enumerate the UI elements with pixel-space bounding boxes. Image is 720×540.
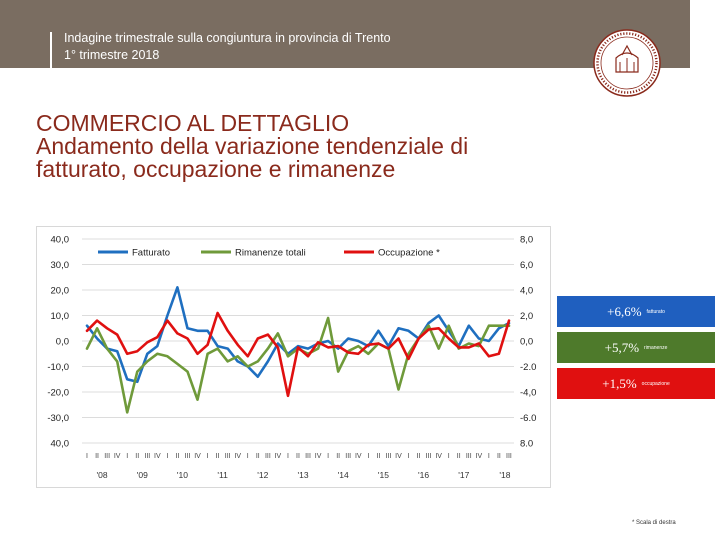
quarter-label: III [225,453,231,460]
legend-label: Rimanenze totali [235,248,306,259]
quarter-label: II [95,453,99,460]
title-line-2: Andamento della variazione tendenziale d… [36,133,469,159]
quarter-label: I [367,453,369,460]
right-tick-label: -4,0 [520,388,536,399]
year-label: '08 [97,470,108,480]
chart-frame [36,226,551,488]
quarter-label: III [305,453,311,460]
footnote: * Scala di destra [632,520,676,526]
quarter-label: I [287,453,289,460]
header-divider [50,32,52,68]
header-band [0,0,690,68]
right-tick-label: -2.0 [520,362,536,373]
quarter-label: I [408,453,410,460]
right-tick-label: 0,0 [520,337,533,348]
year-label: '16 [418,470,429,480]
quarter-label: I [86,453,88,460]
quarter-label: IV [234,453,241,460]
quarter-label: I [448,453,450,460]
badge-rimanenze-value: +5,7% [604,339,640,355]
quarter-label: III [104,453,110,460]
right-tick-label: 2,0 [520,311,533,322]
badge-fatturato-value: +6,6% [607,303,642,319]
right-tick-label: 8,0 [520,235,533,246]
left-tick-label: 10,0 [51,311,70,322]
left-tick-label: 30,0 [51,260,70,271]
badge-occupazione: +1,5% occupazione [557,368,715,399]
quarter-label: IV [154,453,161,460]
quarter-label: II [216,453,220,460]
badge-rimanenze: +5,7% rimanenze [557,332,715,363]
left-tick-label: 20,0 [51,286,70,297]
seal-logo [593,29,661,97]
left-tick-label: -10,0 [47,362,69,373]
year-label: '11 [217,470,228,480]
left-tick-label: -30,0 [47,413,69,424]
quarter-label: IV [435,453,442,460]
badge-fatturato-label: fatturato [646,308,665,315]
right-tick-label: -6.0 [520,413,536,424]
left-tick-label: -20,0 [47,388,69,399]
quarter-label: II [336,453,340,460]
left-tick-label: 40,0 [51,439,70,450]
quarter-label: II [135,453,139,460]
quarter-label: II [256,453,260,460]
year-label: '18 [499,470,510,480]
legend-label: Occupazione * [378,248,440,259]
legend-label: Fatturato [132,248,170,259]
quarter-label: II [296,453,300,460]
quarter-label: IV [275,453,282,460]
right-tick-label: 6,0 [520,260,533,271]
right-tick-label: 8.0 [520,439,533,450]
year-label: '15 [378,470,389,480]
year-label: '09 [137,470,148,480]
quarter-label: IV [476,453,483,460]
badge-occupazione-label: occupazione [641,380,670,387]
badge-rimanenze-label: rimanenze [644,344,668,351]
quarter-label: II [417,453,421,460]
left-tick-label: 40,0 [51,235,70,246]
quarter-label: II [457,453,461,460]
right-tick-label: 4,0 [520,286,533,297]
occupazione-line [85,311,511,398]
year-label: '14 [338,470,349,480]
quarter-label: III [506,453,512,460]
quarter-label: I [126,453,128,460]
year-label: '13 [297,470,308,480]
quarter-label: IV [114,453,121,460]
year-label: '12 [257,470,268,480]
title-line-1: COMMERCIO AL DETTAGLIO [36,110,350,136]
badge-fatturato: +6,6% fatturato [557,296,715,327]
quarter-label: II [175,453,179,460]
trend-chart: 40,0 8,0 30,0 6,0 20,0 4,0 10,0 2,0 0,0 0,0 -10,0 -… [36,226,551,488]
quarter-label: I [247,453,249,460]
quarter-label: I [327,453,329,460]
title-line-3: fatturato, occupazione e rimanenze [36,156,396,182]
fatturato-line [85,286,511,384]
year-label: '17 [458,470,469,480]
quarter-label: II [376,453,380,460]
quarter-label: IV [315,453,322,460]
left-tick-label: 0,0 [56,337,69,348]
quarter-label: IV [355,453,362,460]
quarter-label: II [497,453,501,460]
badge-occupazione-value: +1,5% [602,375,637,391]
page-title: COMMERCIO AL DETTAGLIO Andamento della v… [36,112,636,181]
quarter-label: III [385,453,391,460]
quarter-label: IV [194,453,201,460]
quarter-label: III [265,453,271,460]
quarter-label: III [466,453,472,460]
quarter-label: III [345,453,351,460]
quarter-label: IV [395,453,402,460]
quarter-label: III [426,453,432,460]
quarter-label: III [185,453,191,460]
survey-period: 1° trimestre 2018 [64,48,160,62]
survey-title: Indagine trimestrale sulla congiuntura i… [64,31,391,45]
quarter-label: I [166,453,168,460]
quarter-label: I [207,453,209,460]
year-label: '10 [177,470,188,480]
quarter-label: I [488,453,490,460]
quarter-label: III [144,453,150,460]
